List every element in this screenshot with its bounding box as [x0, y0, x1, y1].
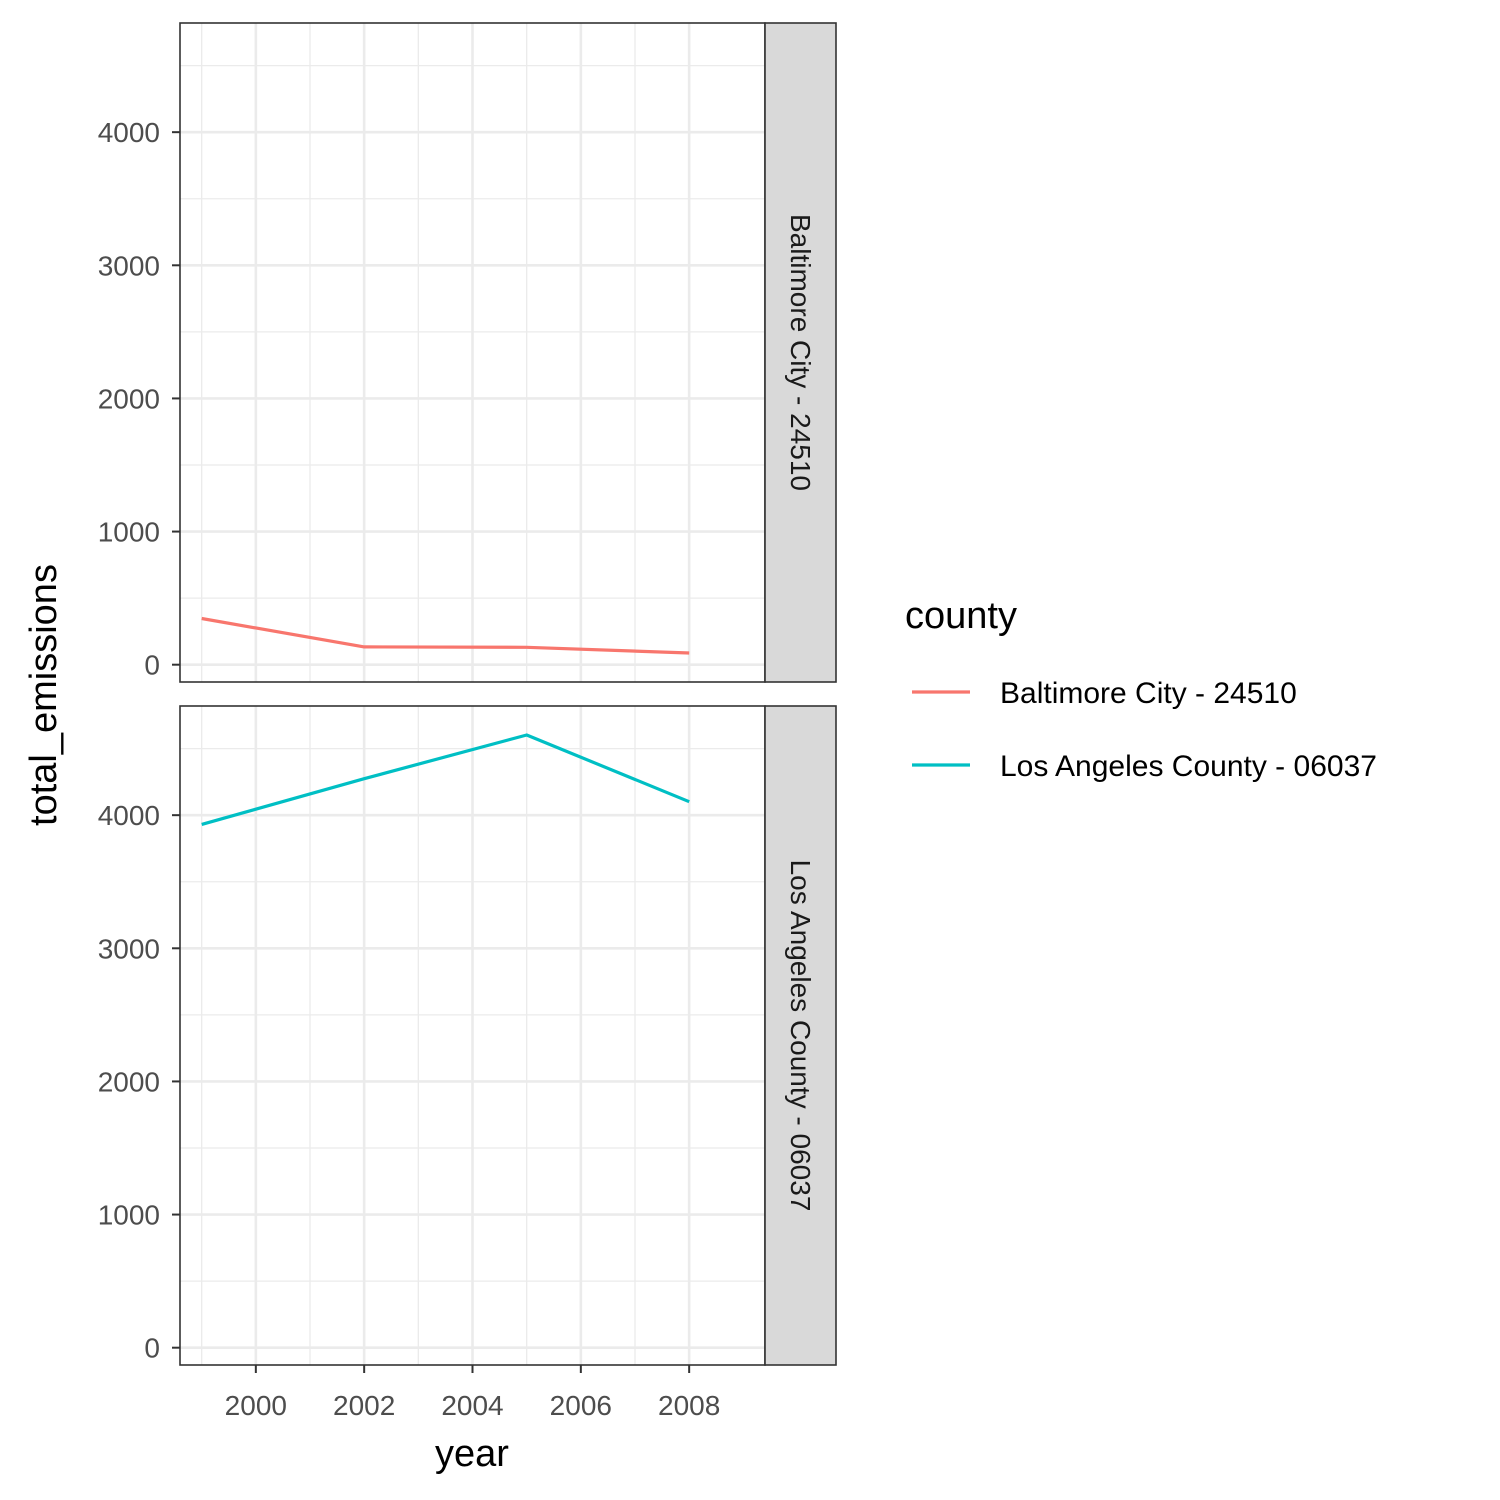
x-tick-label: 2000: [225, 1390, 287, 1421]
legend-items: Baltimore City - 24510 Los Angeles County…: [912, 677, 1377, 783]
x-tick-label: 2006: [550, 1390, 612, 1421]
y-tick-label: 0: [144, 1333, 160, 1364]
y-tick-label: 3000: [98, 250, 160, 281]
x-tick-label: 2004: [441, 1390, 503, 1421]
y-axis-title: total_emissions: [23, 564, 65, 826]
x-tick-label: 2008: [658, 1390, 720, 1421]
y-tick-label: 4000: [98, 117, 160, 148]
legend-title: county: [905, 595, 1017, 637]
y-tick-label: 3000: [98, 933, 160, 964]
x-axis-title: year: [435, 1433, 509, 1475]
legend-label: Los Angeles County - 06037: [1000, 750, 1377, 783]
series-line: [201, 616, 690, 655]
y-tick-label: 4000: [98, 800, 160, 831]
y-tick-label: 0: [144, 650, 160, 681]
facet-strip: [764, 22, 837, 683]
y-tick-label: 2000: [98, 1066, 160, 1097]
y-tick-label: 2000: [98, 383, 160, 414]
series-line: [201, 733, 690, 826]
x-tick-label: 2002: [333, 1390, 395, 1421]
y-tick-label: 1000: [98, 517, 160, 548]
facet-strip-label: Baltimore City - 24510: [785, 214, 816, 491]
facet-panel: 0 1000 2000 3000 4000 Baltimore City - 24510: [98, 22, 837, 683]
y-tick-label: 1000: [98, 1200, 160, 1231]
facet-strip: [764, 705, 837, 1366]
legend-label: Baltimore City - 24510: [1000, 677, 1297, 710]
legend-item: Baltimore City - 24510: [912, 677, 1297, 710]
legend-item: Los Angeles County - 06037: [912, 750, 1377, 783]
facet-panel: 0 1000 2000 3000 4000 2000 2002 2004 2006 2008 Los…: [98, 705, 837, 1421]
facet-strip-label: Los Angeles County - 06037: [785, 860, 816, 1212]
legend: county Baltimore City - 24510 Los Angeles…: [905, 595, 1377, 783]
